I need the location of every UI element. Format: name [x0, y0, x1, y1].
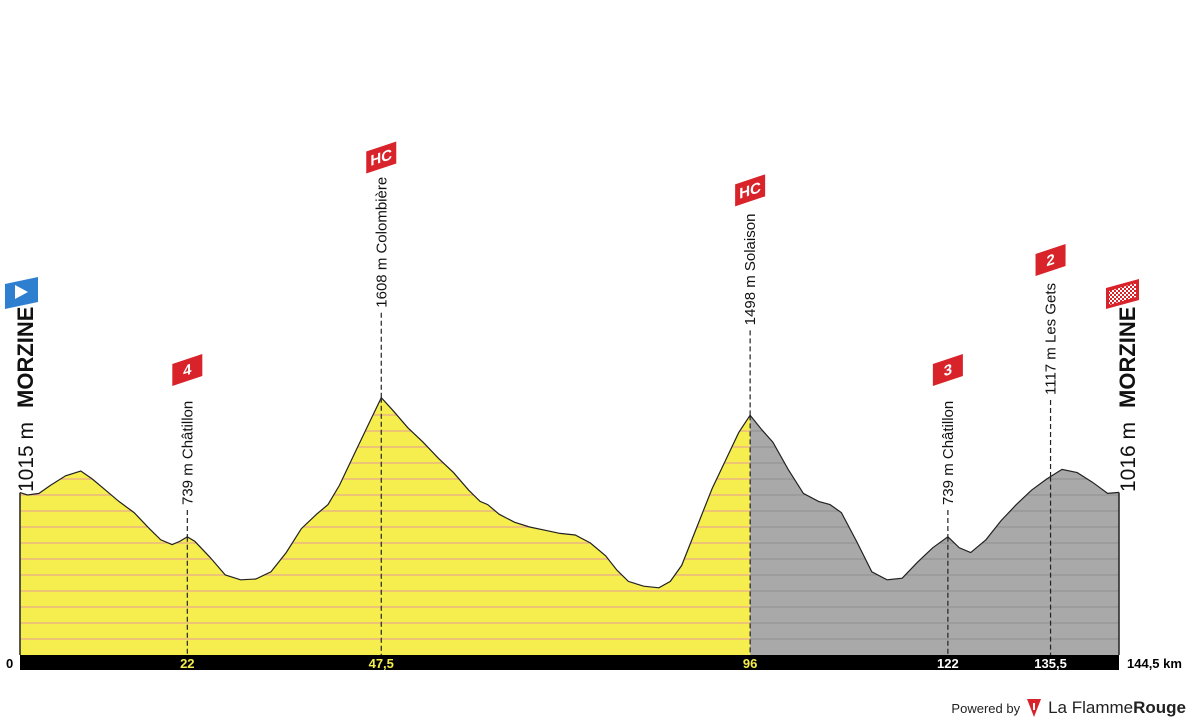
category-flag-label: HC — [739, 179, 761, 203]
profile-area-remaining — [750, 415, 1119, 655]
brand-name-bold: Rouge — [1133, 698, 1186, 717]
powered-by-text: Powered by — [951, 700, 1021, 716]
climb-label: 1608 m Colombière — [373, 177, 390, 308]
category-flag-label: 4 — [183, 361, 192, 380]
distance-tick-label: 144,5 km — [1127, 656, 1182, 671]
category-flag-4: 4 — [172, 354, 203, 386]
climb-label: 1498 m Solaison — [742, 214, 759, 326]
category-flag-label: HC — [370, 146, 392, 170]
distance-axis-bar — [20, 655, 1119, 670]
endpoint-name: MORZINE — [1115, 307, 1140, 408]
brand-name: La FlammeRouge — [1048, 698, 1186, 718]
distance-tick-label: 47,5 — [369, 656, 394, 671]
distance-tick-label: 135,5 — [1034, 656, 1067, 671]
distance-tick-label: 22 — [180, 656, 194, 671]
finish-flag-icon — [1106, 279, 1139, 309]
brand-name-regular: La Flamme — [1048, 698, 1134, 717]
category-flag-label: 3 — [944, 361, 952, 380]
category-flag-shape — [1035, 244, 1066, 276]
climb-label: 739 m Châtillon — [940, 401, 957, 505]
endpoint-elevation: 1016 m — [1117, 422, 1140, 492]
distance-tick-label: 0 — [6, 656, 13, 671]
category-flag-label: 2 — [1046, 251, 1054, 270]
start-label: 1015 m MORZINE — [13, 307, 38, 492]
distance-tick-label: 122 — [937, 656, 959, 671]
category-flag-hc: HC — [735, 174, 766, 207]
category-flag-2: 2 — [1035, 244, 1066, 276]
endpoint-name: MORZINE — [13, 307, 38, 408]
climb-label: 739 m Châtillon — [179, 401, 196, 505]
start-flag-icon — [5, 277, 38, 309]
flame-logo-icon — [1027, 699, 1042, 717]
profile-outline — [19, 396, 1120, 589]
powered-by-credit: Powered by La FlammeRouge — [951, 697, 1186, 719]
category-flag-shape — [366, 141, 397, 174]
category-flag-shape — [172, 354, 203, 386]
climb-label: 1117 m Les Gets — [1043, 283, 1060, 395]
category-flag-shape — [735, 174, 766, 207]
distance-tick-label: 96 — [743, 656, 757, 671]
category-flag-3: 3 — [932, 354, 963, 386]
endpoint-elevation: 1015 m — [15, 422, 38, 492]
category-flag-shape — [932, 354, 963, 386]
category-flag-hc: HC — [366, 141, 397, 174]
finish-label: 1016 m MORZINE — [1115, 307, 1140, 492]
